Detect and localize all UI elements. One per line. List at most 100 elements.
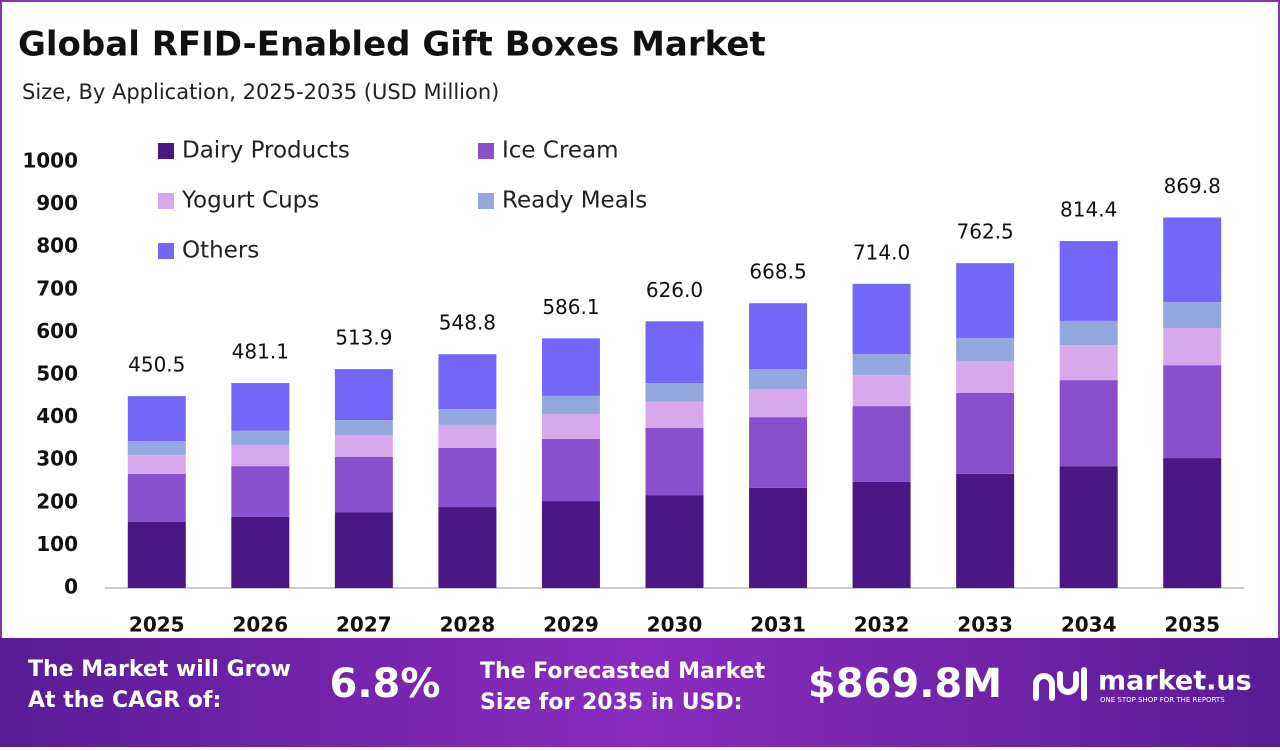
total-label: 814.4: [1060, 198, 1117, 222]
legend-swatch: [158, 243, 174, 259]
x-tick-label: 2034: [1061, 613, 1117, 637]
bar-segment: [645, 321, 704, 384]
legend-swatch: [478, 143, 494, 159]
legend-label: Ice Cream: [502, 138, 619, 164]
y-tick-label: 400: [36, 404, 78, 428]
bar-segment: [1163, 365, 1222, 459]
bar-segment: [852, 283, 911, 355]
legend-swatch: [158, 143, 174, 159]
legend-label: Yogurt Cups: [181, 188, 319, 214]
brand-logo: [1033, 667, 1087, 701]
y-tick-label: 300: [36, 447, 78, 471]
bar-segment: [956, 360, 1015, 393]
y-tick-label: 100: [36, 532, 78, 556]
bar-segment: [1163, 217, 1222, 303]
legend-label: Ready Meals: [502, 188, 647, 214]
y-tick-label: 800: [36, 234, 78, 258]
bar-segment: [127, 455, 186, 474]
bar-segment: [749, 487, 808, 588]
bar-segment: [334, 456, 393, 513]
bar-segment: [1059, 241, 1118, 321]
legend-label: Others: [182, 238, 259, 264]
bar-segment: [231, 516, 290, 588]
y-tick-label: 200: [36, 489, 78, 513]
cagr-value: 6.8%: [330, 661, 441, 707]
bar-segment: [956, 263, 1015, 338]
bar-segment: [1059, 466, 1118, 588]
x-tick-label: 2025: [129, 613, 185, 637]
bar-segment: [231, 466, 290, 517]
bar-segment: [438, 447, 497, 508]
legend-label: Dairy Products: [182, 138, 350, 164]
bar-segment: [749, 303, 808, 370]
bar-segment: [127, 521, 186, 588]
bar-segment: [127, 473, 186, 522]
bar-segment: [956, 392, 1015, 474]
bar-segment: [956, 337, 1015, 361]
bar-segment: [438, 507, 497, 588]
cagr-text: At the CAGR of:: [28, 688, 221, 713]
total-label: 450.5: [128, 353, 185, 377]
bar-segment: [438, 424, 497, 448]
forecast-text: Size for 2035 in USD:: [480, 690, 743, 715]
x-tick-label: 2031: [750, 613, 806, 637]
bar-segment: [749, 417, 808, 488]
x-tick-label: 2029: [543, 613, 599, 637]
bar-segment: [645, 427, 704, 496]
bar-segment: [438, 409, 497, 425]
x-tick-label: 2033: [957, 613, 1013, 637]
bar-segment: [645, 401, 704, 428]
bar-segment: [1059, 345, 1118, 381]
total-label: 626.0: [646, 278, 703, 302]
bar-segment: [645, 495, 704, 588]
total-label: 762.5: [957, 220, 1014, 244]
legend-swatch: [158, 193, 174, 209]
y-tick-label: 500: [36, 362, 78, 386]
total-label: 548.8: [439, 311, 496, 335]
y-tick-label: 900: [36, 191, 78, 215]
bar-segment: [1163, 302, 1222, 329]
bar-segment: [334, 512, 393, 588]
bar-segment: [438, 354, 497, 410]
total-label: 586.1: [542, 295, 599, 319]
bar-segment: [1163, 458, 1222, 588]
bar-segment: [231, 430, 290, 445]
bar-segment: [231, 383, 290, 431]
bar-segment: [127, 396, 186, 442]
bar-segment: [1163, 328, 1222, 366]
x-tick-label: 2028: [440, 613, 496, 637]
brand-name: market.us: [1098, 666, 1252, 697]
bar-segment: [541, 395, 600, 415]
bar-segment: [852, 354, 911, 375]
bar-segment: [645, 383, 704, 402]
legend-swatch: [478, 193, 494, 209]
bar-segment: [231, 444, 290, 467]
y-tick-label: 700: [36, 276, 78, 300]
bar-segment: [1059, 320, 1118, 346]
bar-segment: [334, 420, 393, 436]
cagr-text: The Market will Grow: [28, 657, 291, 682]
bar-segment: [852, 481, 911, 588]
x-tick-label: 2030: [647, 613, 703, 637]
x-tick-label: 2035: [1164, 613, 1220, 637]
bar-segment: [1059, 380, 1118, 467]
y-tick-label: 1000: [22, 149, 78, 173]
bar-segment: [541, 338, 600, 396]
bar-segment: [541, 414, 600, 439]
bar-segment: [749, 369, 808, 390]
total-label: 513.9: [335, 326, 392, 350]
forecast-value: $869.8M: [808, 661, 1002, 707]
total-label: 869.8: [1164, 174, 1221, 198]
x-tick-label: 2027: [336, 613, 392, 637]
total-label: 714.0: [853, 240, 910, 264]
forecast-text: The Forecasted Market: [480, 659, 766, 684]
x-tick-label: 2026: [232, 613, 288, 637]
bar-segment: [852, 375, 911, 407]
bar-segment: [127, 441, 186, 456]
total-label: 668.5: [749, 260, 806, 284]
bar-segment: [956, 473, 1015, 588]
chart-subtitle: Size, By Application, 2025-2035 (USD Mil…: [22, 80, 499, 104]
brand-tagline: ONE STOP SHOP FOR THE REPORTS: [1100, 696, 1225, 704]
